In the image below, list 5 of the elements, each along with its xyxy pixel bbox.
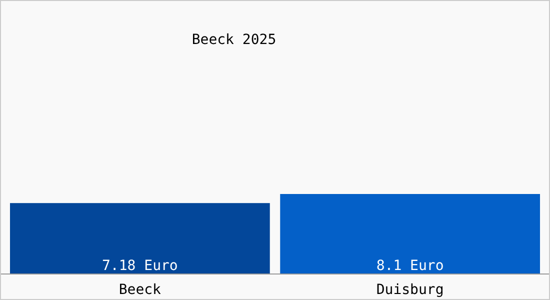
data-label: 8.1 Euro [376,258,444,274]
x-tick-label: Beeck [118,282,162,298]
x-tick-label: Duisburg [376,282,444,298]
data-label: 7.18 Euro [102,258,178,274]
chart-title: Beeck 2025 [192,32,276,48]
